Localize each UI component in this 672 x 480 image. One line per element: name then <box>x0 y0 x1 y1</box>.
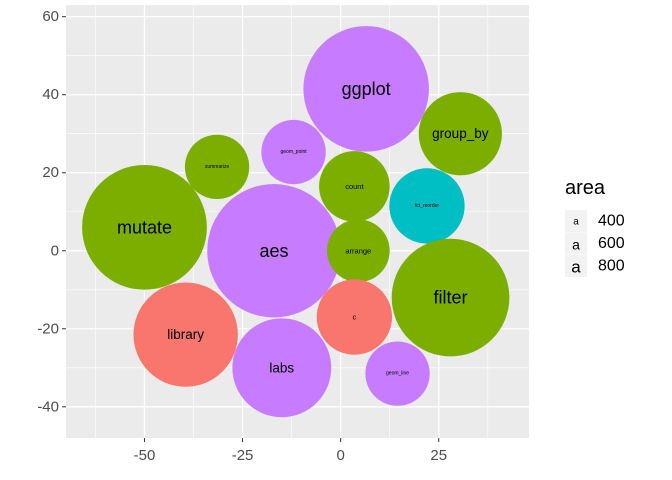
bubble-label: summarize <box>205 164 230 170</box>
bubble-fct-reorder: fct_reorder <box>389 168 465 244</box>
bubble-circle <box>232 318 332 418</box>
bubble-geom-point: geom_point <box>261 119 326 185</box>
bubble-label: count <box>345 182 364 191</box>
y-axis: -40 -20 0 20 40 60 <box>37 8 66 415</box>
x-tick-label: 0 <box>336 447 344 464</box>
bubble-mutate: mutate <box>82 164 207 290</box>
y-tick-label: -20 <box>37 320 59 337</box>
legend-label: 600 <box>598 235 625 252</box>
bubble-label: group_by <box>432 126 489 141</box>
bubble-label: filter <box>434 288 468 308</box>
x-tick-label: -50 <box>134 447 156 464</box>
legend-title: area <box>565 177 606 199</box>
legend-key-symbol: a <box>572 237 580 253</box>
legend-label: 800 <box>598 258 625 275</box>
y-tick-label: 20 <box>42 164 59 181</box>
bubble-labs: labs <box>232 318 332 418</box>
bubble-label: fct_reorder <box>415 203 440 209</box>
y-tick-label: 40 <box>42 86 59 103</box>
bubble-label: c <box>353 313 357 322</box>
bubble-circle <box>319 151 390 222</box>
bubble-label: mutate <box>117 217 172 237</box>
bubble-label: aes <box>259 241 288 261</box>
x-tick-label: 25 <box>430 447 447 464</box>
bubble-label: labs <box>269 360 294 375</box>
legend-label: 400 <box>598 213 625 230</box>
legend-key <box>565 210 587 232</box>
bubble-circle <box>418 92 502 176</box>
x-tick-label: -25 <box>232 447 254 464</box>
legend-key-symbol: a <box>571 258 581 277</box>
y-tick-label: 60 <box>42 8 59 25</box>
bubble-circle <box>389 168 465 244</box>
legend-entry: a 800 <box>565 255 625 277</box>
bubble-summarize: summarize <box>184 134 250 200</box>
bubble-group-by: group_by <box>418 92 502 176</box>
y-tick-label: 0 <box>51 242 59 259</box>
bubble-c: c <box>316 279 393 355</box>
y-tick-label: -40 <box>37 398 59 415</box>
bubble-label: ggplot <box>342 79 391 99</box>
bubble-circle <box>184 134 250 200</box>
legend-key <box>565 232 587 255</box>
bubble-circle <box>365 341 430 406</box>
bubble-ggplot: ggplot <box>303 26 429 152</box>
bubble-geom-line: geom_line <box>365 341 430 406</box>
bubble-circle <box>326 219 390 283</box>
bubble-filter: filter <box>391 238 510 357</box>
x-axis: -50 -25 0 25 <box>134 438 447 464</box>
legend-key-symbol: a <box>573 217 579 228</box>
legend-entries: a 400 a 600 a 800 <box>565 210 625 277</box>
bubble-circle <box>82 164 207 290</box>
bubble-circle <box>303 26 429 152</box>
bubble-circle <box>133 282 238 387</box>
bubble-label: arrange <box>345 246 371 255</box>
bubble-label: library <box>167 327 204 342</box>
bubble-circle <box>207 184 341 318</box>
legend: area a 400 a 600 a 800 <box>565 177 625 277</box>
bubble-circle <box>391 238 510 357</box>
bubble-circle <box>316 279 393 355</box>
bubble-label: geom_point <box>281 149 308 155</box>
bubble-arrange: arrange <box>326 219 390 283</box>
legend-entry: a 400 <box>565 210 625 232</box>
bubble-library: library <box>133 282 238 387</box>
bubble-label: geom_line <box>386 371 409 377</box>
bubble-count: count <box>319 151 390 222</box>
legend-entry: a 600 <box>565 232 625 255</box>
bubble-aes: aes <box>207 184 341 318</box>
legend-key <box>565 255 587 277</box>
bubble-circle <box>261 119 326 185</box>
bubble-layer: ggplot group_by geom_point summarize count fc… <box>82 26 510 418</box>
